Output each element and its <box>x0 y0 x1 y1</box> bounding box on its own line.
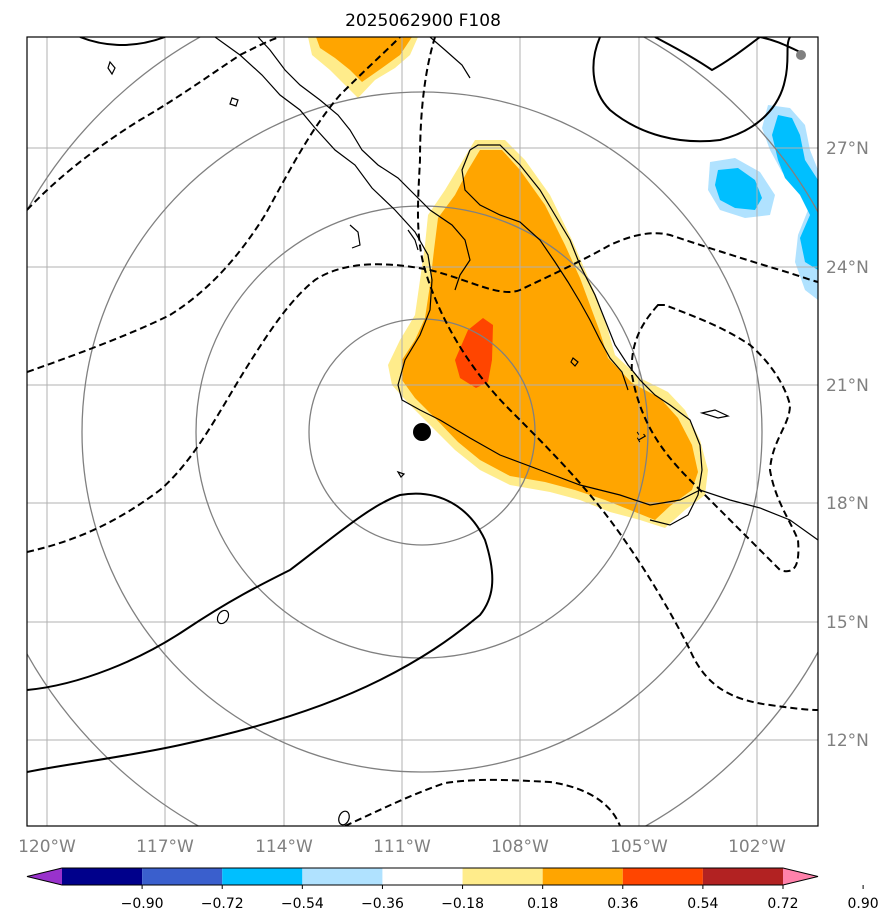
lon-label: 108°W <box>491 837 549 857</box>
lat-label: 27°N <box>826 139 869 159</box>
lon-label: 105°W <box>610 837 668 857</box>
solid-contours <box>27 37 801 773</box>
colorbar-segment <box>62 868 143 885</box>
lon-label: 111°W <box>373 837 431 857</box>
colorbar-tick-label: 0.36 <box>607 896 638 912</box>
colorbar-tick-label: −0.36 <box>361 896 404 912</box>
dashed-contours <box>27 37 818 826</box>
map-frame <box>26 36 819 827</box>
storm-center-marker <box>413 423 431 441</box>
colorbar-segment <box>542 868 623 885</box>
lat-label: 24°N <box>826 258 869 278</box>
lat-label: 12°N <box>826 731 869 751</box>
lat-label: 15°N <box>826 613 869 633</box>
colorbar-segment <box>302 868 383 885</box>
colorbar-tick-label: 0.54 <box>687 896 718 912</box>
map-title: 2025062900 F108 <box>345 11 501 31</box>
colorbar-segment <box>382 868 463 885</box>
colorbar-outline <box>26 867 819 886</box>
colorbar-segment <box>622 868 703 885</box>
colorbar-tick-label: 0.72 <box>767 896 798 912</box>
lat-label: 21°N <box>826 376 869 396</box>
coastline <box>107 37 818 541</box>
colorbar-segment <box>462 868 543 885</box>
positive-anomaly-shading <box>308 37 708 528</box>
colorbar-extend-low <box>27 868 62 885</box>
colorbar: −0.90 −0.72 −0.54 −0.36 −0.18 0.18 0.36 0.54 0.7… <box>26 867 879 912</box>
latitude-labels: 27°N 24°N 21°N 18°N 15°N 12°N <box>826 139 869 751</box>
colorbar-segment <box>142 868 223 885</box>
lon-label: 117°W <box>136 837 194 857</box>
map-area: -1 <box>27 37 818 826</box>
negative-anomaly-shading <box>708 105 818 300</box>
range-rings <box>27 37 818 826</box>
colorbar-segment <box>702 868 783 885</box>
colorbar-tick-label: −0.54 <box>281 896 324 912</box>
colorbar-tick-label: −0.18 <box>441 896 484 912</box>
colorbar-tick-label: −0.72 <box>201 896 244 912</box>
colorbar-tick-label: 0.90 <box>848 896 879 912</box>
colorbar-tick-label: 0.18 <box>527 896 558 912</box>
lon-label: 102°W <box>728 837 786 857</box>
lat-label: 18°N <box>826 494 869 514</box>
gridlines <box>27 37 818 826</box>
colorbar-extend-high <box>783 868 818 885</box>
lon-label: 120°W <box>18 837 76 857</box>
longitude-labels: 120°W 117°W 114°W 111°W 108°W 105°W 102°… <box>18 837 786 857</box>
colorbar-tick-label: −0.90 <box>121 896 164 912</box>
station-marker <box>796 50 806 60</box>
lon-label: 114°W <box>255 837 313 857</box>
colorbar-segment <box>222 868 303 885</box>
